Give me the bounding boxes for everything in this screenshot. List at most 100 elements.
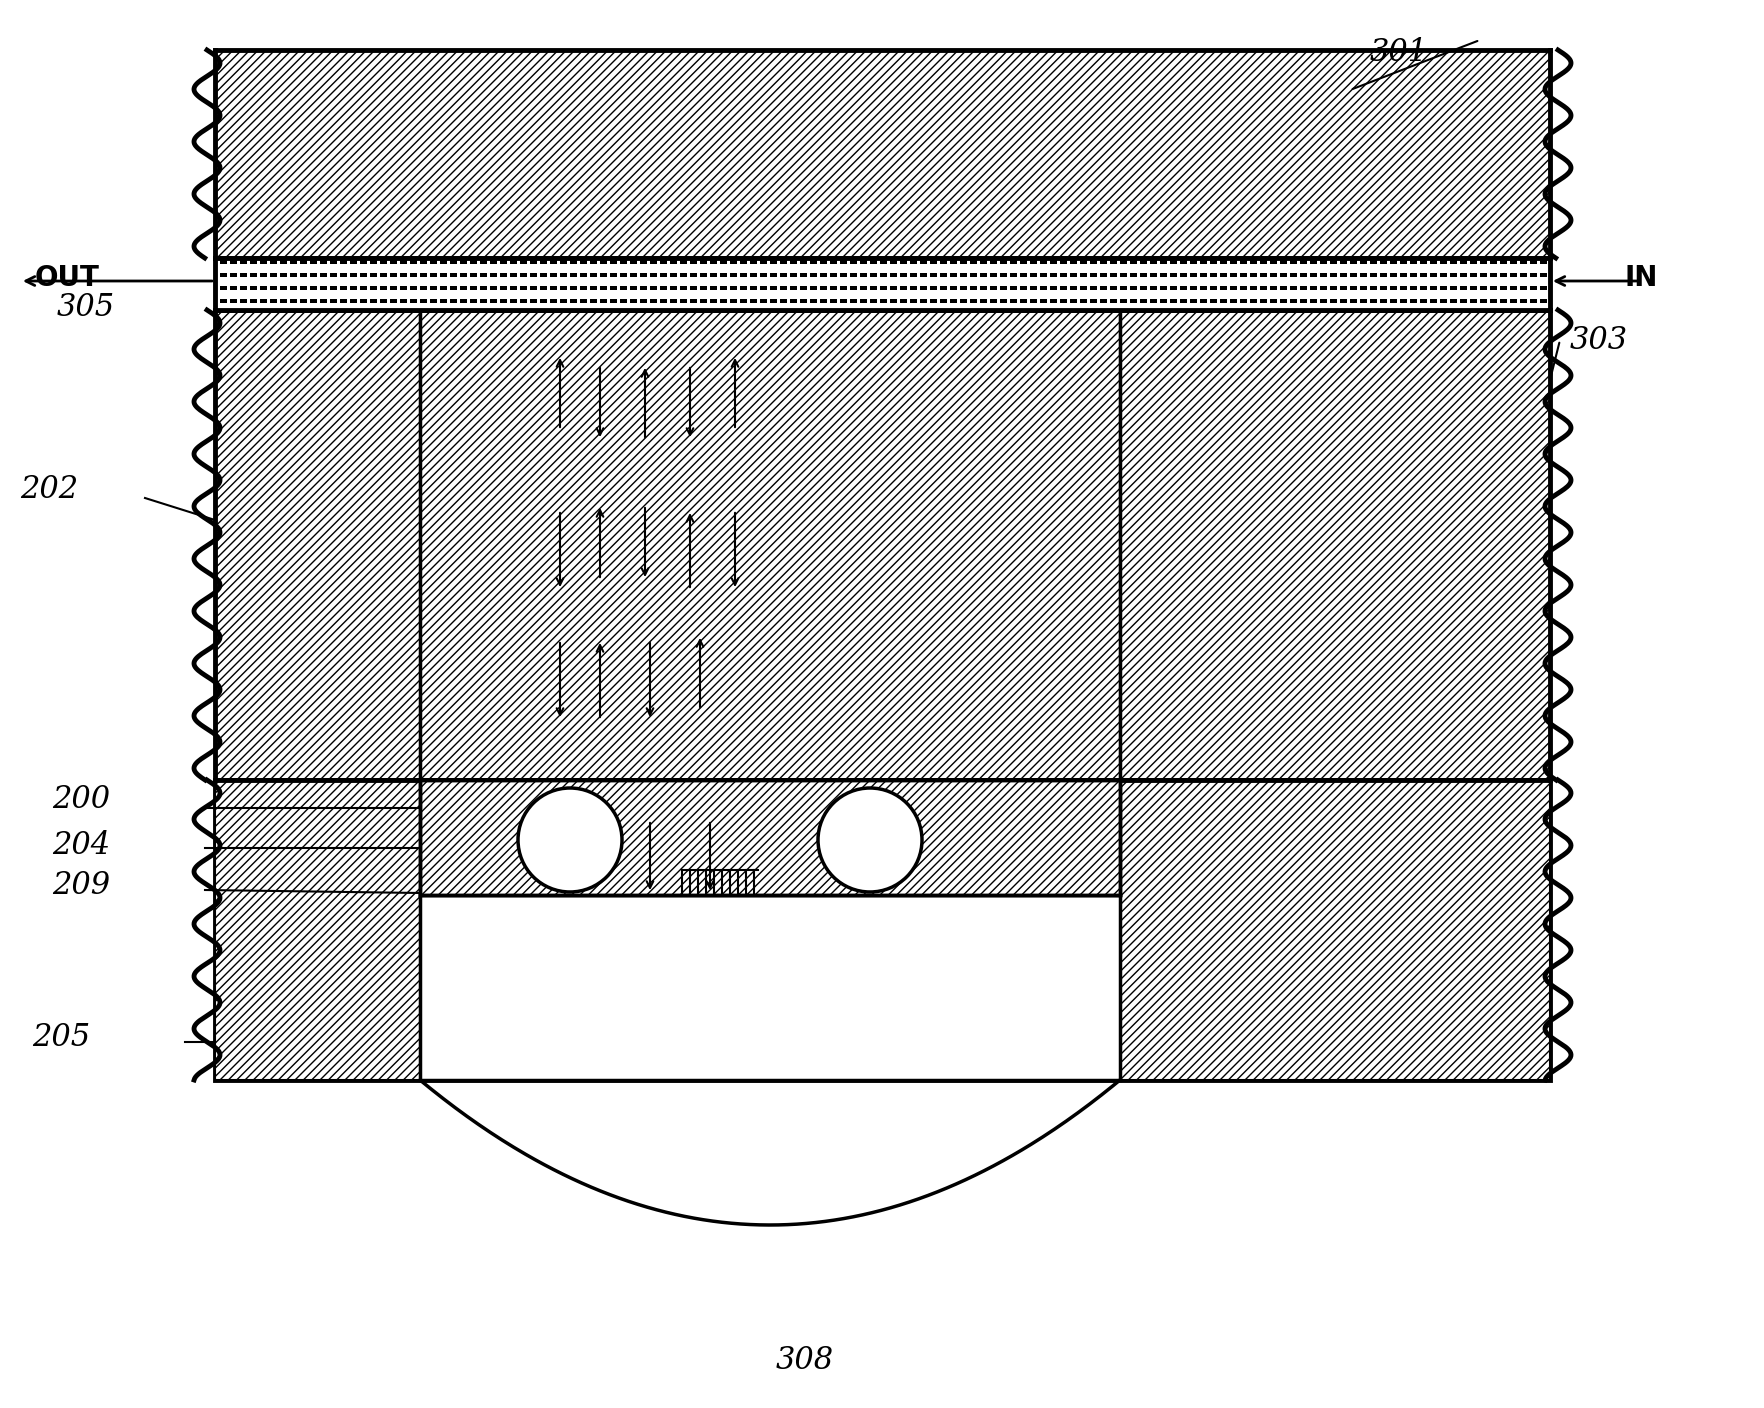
Bar (1450, 260, 1455, 265)
Bar (1300, 260, 1307, 265)
Bar (670, 273, 677, 277)
Bar (630, 260, 637, 265)
Bar (1039, 273, 1046, 277)
Bar (970, 260, 977, 265)
Bar (340, 298, 348, 303)
Bar (540, 286, 547, 290)
Bar (1309, 260, 1316, 265)
Bar (240, 286, 247, 290)
Bar (1039, 260, 1046, 265)
Bar (310, 286, 318, 290)
Bar (769, 273, 776, 277)
Bar (649, 273, 656, 277)
Bar (1189, 286, 1196, 290)
Bar (630, 298, 637, 303)
Bar (1080, 286, 1087, 290)
Bar (215, 258, 1549, 310)
Bar (259, 298, 266, 303)
Bar (1390, 286, 1397, 290)
Bar (330, 260, 337, 265)
Bar (1259, 286, 1267, 290)
Bar (760, 260, 767, 265)
Bar (720, 273, 727, 277)
Bar (889, 273, 896, 277)
Bar (1099, 273, 1106, 277)
Bar (1210, 286, 1217, 290)
Bar (1519, 286, 1526, 290)
Bar (1230, 273, 1237, 277)
Bar (979, 260, 986, 265)
Circle shape (817, 788, 921, 893)
Bar (1150, 260, 1157, 265)
Bar (900, 260, 907, 265)
Bar (220, 273, 228, 277)
Bar (930, 260, 937, 265)
Bar (850, 260, 857, 265)
Bar (1000, 260, 1007, 265)
Bar (1159, 298, 1166, 303)
Bar (529, 273, 536, 277)
Bar (730, 286, 737, 290)
Text: 303: 303 (1570, 325, 1626, 356)
Bar (640, 286, 647, 290)
Bar (1120, 273, 1127, 277)
Bar (250, 298, 258, 303)
Bar (1439, 273, 1446, 277)
Bar (379, 273, 386, 277)
Bar (880, 286, 887, 290)
Bar (1429, 286, 1436, 290)
Bar (1090, 273, 1097, 277)
Bar (1390, 260, 1397, 265)
Bar (1150, 286, 1157, 290)
Bar (215, 310, 420, 780)
Bar (1429, 273, 1436, 277)
Bar (400, 298, 407, 303)
Bar (1330, 298, 1337, 303)
Bar (259, 286, 266, 290)
Bar (319, 286, 326, 290)
Bar (1510, 260, 1515, 265)
Bar (1210, 273, 1217, 277)
Bar (510, 286, 517, 290)
Bar (379, 298, 386, 303)
Bar (1309, 298, 1316, 303)
Bar (215, 780, 1549, 1080)
Bar (550, 273, 557, 277)
Bar (215, 51, 1549, 258)
Bar (340, 273, 348, 277)
Bar (499, 260, 506, 265)
Bar (619, 298, 626, 303)
Bar (1309, 273, 1316, 277)
Bar (660, 298, 667, 303)
Bar (1219, 273, 1226, 277)
Bar (1120, 780, 1549, 1080)
Bar (400, 286, 407, 290)
Bar (930, 286, 937, 290)
Bar (990, 273, 997, 277)
Bar (690, 286, 697, 290)
Bar (670, 298, 677, 303)
Bar (1529, 286, 1536, 290)
Bar (439, 273, 446, 277)
Bar (730, 273, 737, 277)
Bar (979, 286, 986, 290)
Bar (300, 298, 307, 303)
Bar (1170, 260, 1177, 265)
Bar (1279, 298, 1286, 303)
Bar (1020, 298, 1027, 303)
Bar (1360, 286, 1367, 290)
Bar (1439, 298, 1446, 303)
Bar (810, 260, 817, 265)
Bar (970, 286, 977, 290)
Bar (1409, 260, 1416, 265)
Bar (409, 273, 416, 277)
Bar (360, 273, 367, 277)
Bar (1240, 286, 1247, 290)
Bar (1300, 273, 1307, 277)
Bar (349, 298, 356, 303)
Bar (949, 298, 956, 303)
Bar (1510, 273, 1515, 277)
Bar (1030, 298, 1037, 303)
Bar (799, 260, 806, 265)
Bar (810, 286, 817, 290)
